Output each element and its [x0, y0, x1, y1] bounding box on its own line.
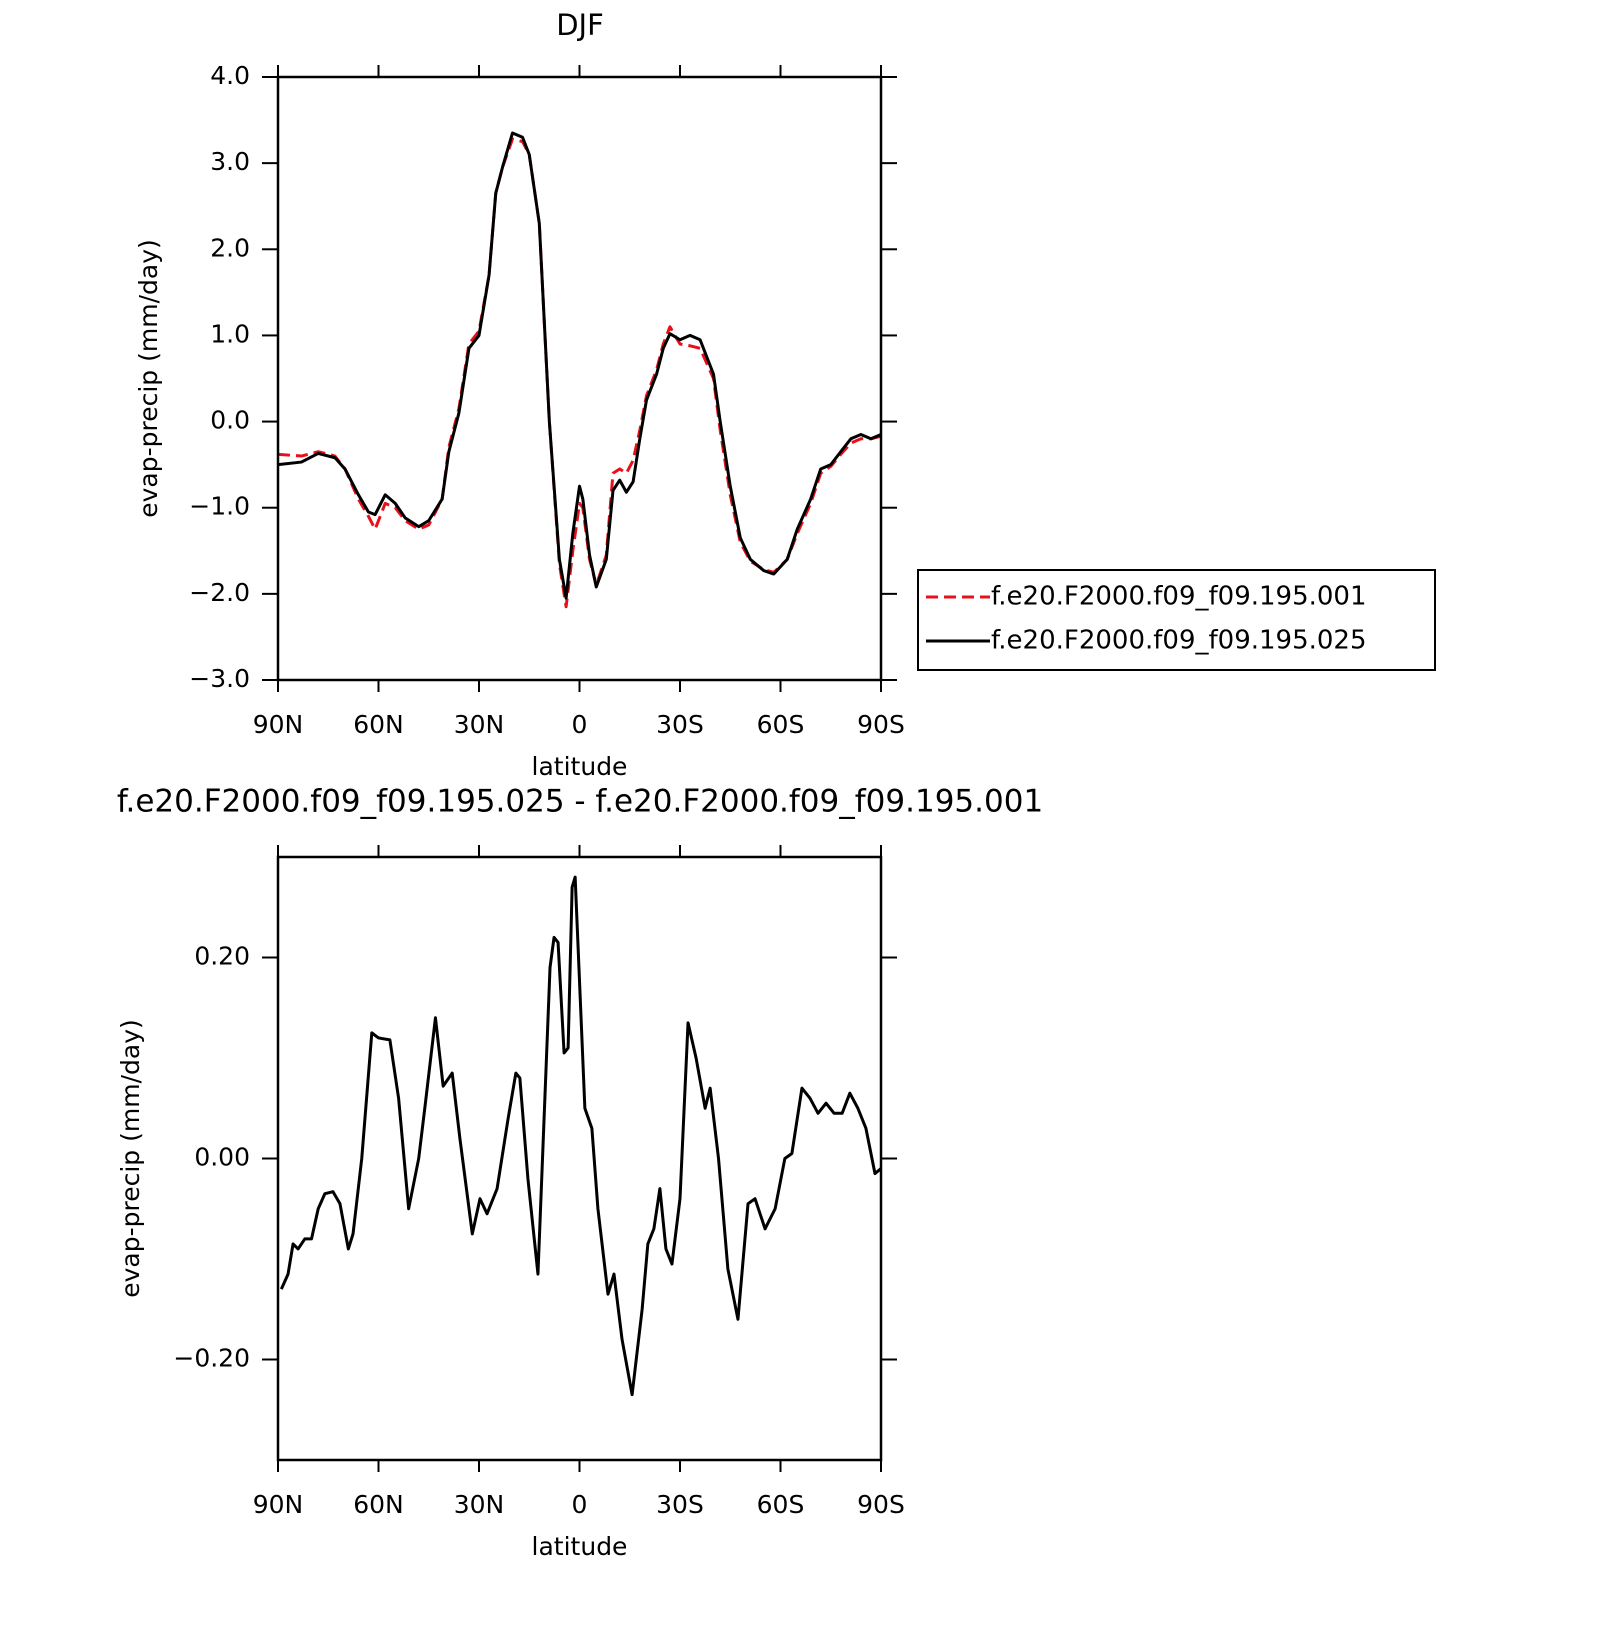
legend-label: f.e20.F2000.f09_f09.195.025	[991, 626, 1367, 656]
y-tick-label: 4.0	[210, 61, 250, 90]
chart-title: f.e20.F2000.f09_f09.195.025 - f.e20.F200…	[117, 784, 1043, 820]
y-tick-label: −2.0	[189, 578, 250, 607]
x-tick-label: 60N	[353, 710, 404, 739]
x-tick-label: 60N	[353, 1490, 404, 1519]
chart-title: DJF	[556, 8, 604, 42]
plot-frame	[276, 75, 883, 682]
series-line	[279, 875, 881, 1397]
x-tick-label: 90S	[857, 1490, 905, 1519]
x-tick-label: 90S	[857, 710, 905, 739]
x-axis-label: latitude	[532, 1532, 628, 1561]
legend-label: f.e20.F2000.f09_f09.195.001	[991, 582, 1367, 612]
y-tick-label: −1.0	[189, 492, 250, 521]
x-tick-label: 30N	[454, 1490, 505, 1519]
y-tick-label: −0.20	[173, 1344, 250, 1373]
series-line	[278, 137, 881, 609]
x-tick-label: 0	[572, 710, 588, 739]
legend-box	[917, 569, 1436, 671]
y-tick-label: −3.0	[189, 664, 250, 693]
y-tick-label: 1.0	[210, 319, 250, 348]
y-axis-label: evap-precip (mm/day)	[116, 1019, 145, 1298]
series-line	[278, 131, 881, 600]
x-tick-label: 90N	[253, 1490, 304, 1519]
x-tick-label: 30S	[656, 710, 704, 739]
y-tick-label: 0.00	[194, 1143, 250, 1172]
x-tick-label: 30N	[454, 710, 505, 739]
x-tick-label: 30S	[656, 1490, 704, 1519]
x-tick-label: 60S	[757, 1490, 805, 1519]
y-tick-label: 2.0	[210, 233, 250, 262]
plot-frame	[276, 855, 883, 1462]
y-axis-label: evap-precip (mm/day)	[134, 239, 163, 518]
x-tick-label: 0	[572, 1490, 588, 1519]
y-tick-label: 3.0	[210, 147, 250, 176]
x-tick-label: 60S	[757, 710, 805, 739]
x-tick-label: 90N	[253, 710, 304, 739]
y-tick-label: 0.0	[210, 406, 250, 435]
y-tick-label: 0.20	[194, 942, 250, 971]
x-axis-label: latitude	[532, 752, 628, 781]
